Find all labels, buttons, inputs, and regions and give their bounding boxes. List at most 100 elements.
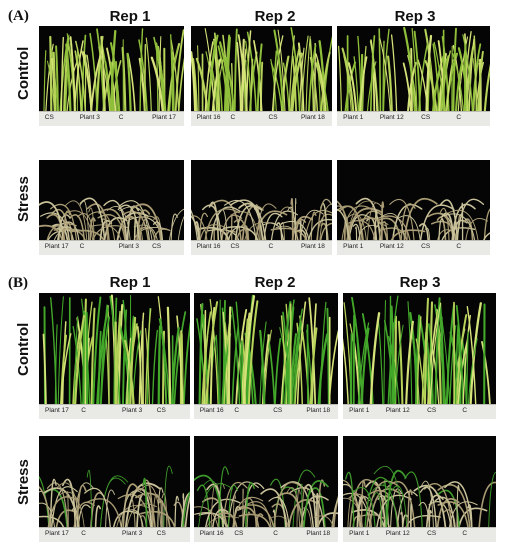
plant-leaf	[345, 471, 355, 528]
plant-leaf	[483, 208, 490, 241]
plant-leaf	[238, 513, 271, 528]
plant-label: C	[456, 114, 462, 121]
plant-leaf	[483, 63, 490, 113]
plant-leaf	[416, 316, 422, 405]
plant-leaf	[89, 32, 98, 112]
plant-leaf	[46, 222, 77, 241]
plant-leaf	[303, 480, 329, 528]
plant-label: Plant 3	[122, 530, 143, 537]
plant-leaf	[55, 45, 59, 112]
plant-leaf	[238, 202, 264, 241]
plant-leaf	[370, 39, 378, 112]
plant-leaf	[100, 477, 126, 528]
plant-leaf	[242, 295, 256, 406]
plant-leaf	[355, 226, 358, 241]
plant-leaf	[153, 228, 171, 241]
plant-label: CS	[230, 243, 240, 250]
plant-leaf	[310, 211, 317, 241]
plant-leaf	[163, 465, 173, 528]
plant-leaf	[390, 488, 403, 528]
plant-leaf	[343, 338, 349, 405]
plant-leaf	[92, 225, 128, 241]
plant-leaf	[92, 296, 102, 405]
plant-leaf	[296, 488, 301, 528]
plant-leaf	[39, 486, 52, 528]
plant-leaf	[96, 307, 109, 406]
plant-leaf	[158, 36, 162, 112]
plant-leaf	[423, 483, 453, 528]
plant-leaf	[481, 341, 491, 405]
plant-leaf	[466, 331, 469, 405]
plant-leaf	[238, 504, 275, 528]
plant-leaf	[456, 484, 460, 528]
plant-leaf	[446, 209, 479, 241]
plant-label: Plant 16	[199, 407, 224, 414]
plant-label: C	[118, 114, 124, 121]
plant-leaf	[326, 307, 330, 405]
plant-leaf	[217, 45, 229, 112]
plant-leaf	[246, 501, 272, 528]
plant-leaf	[267, 334, 276, 405]
plant-leaf	[488, 471, 496, 528]
plant-leaf	[478, 481, 496, 528]
plant-leaf	[245, 482, 255, 528]
label-board: Plant 1 Plant 12 CS C	[337, 111, 490, 126]
plant-label: Plant 16	[199, 530, 224, 537]
plant-leaf	[381, 213, 406, 241]
plant-leaf	[237, 506, 260, 528]
panel-a-label: (A)	[8, 8, 29, 24]
plant-leaf	[233, 28, 238, 112]
plant-leaf	[194, 511, 227, 528]
plant-leaf	[126, 503, 157, 528]
plant-label: Plant 1	[343, 114, 364, 121]
plant-leaf	[246, 511, 251, 528]
panel-a-control-label: Control	[15, 46, 32, 100]
plant-leaf	[229, 199, 267, 241]
plant-leaf	[115, 60, 118, 112]
plant-label: C	[462, 407, 468, 414]
plant-leaf	[412, 335, 417, 405]
plant-leaf	[409, 503, 413, 528]
plant-leaf	[271, 35, 284, 112]
plant-leaf	[135, 492, 171, 528]
photo-a-control-rep2: Plant 16 C CS Plant 18	[191, 26, 332, 126]
plant-label: Plant 18	[306, 530, 331, 537]
plant-label: C	[273, 530, 278, 537]
plant-leaf	[390, 34, 398, 112]
plant-leaf	[202, 497, 228, 528]
plant-leaf	[385, 469, 407, 528]
plant-leaf	[194, 506, 219, 528]
plant-leaf	[174, 495, 180, 528]
plant-leaf	[320, 222, 332, 241]
plant-leaf	[349, 333, 353, 406]
plant-leaf	[463, 218, 474, 241]
plant-leaf	[369, 35, 376, 112]
plant-leaf	[411, 27, 418, 112]
plant-leaf	[357, 224, 380, 241]
plant-leaf	[171, 51, 175, 112]
plant-leaf	[86, 203, 110, 241]
photo-b-control-rep1: Plant 17 C Plant 3 CS	[39, 293, 190, 419]
plant-leaf	[94, 505, 101, 528]
plant-leaf	[117, 204, 140, 241]
panel-b-rep-1-title: Rep 1	[109, 274, 151, 291]
plant-leaf	[84, 487, 111, 528]
plant-leaf	[157, 487, 164, 528]
plant-leaf	[43, 50, 47, 112]
plant-leaf	[436, 498, 460, 528]
plant-leaf	[183, 322, 190, 405]
plant-leaf	[49, 478, 57, 528]
plant-leaf	[232, 494, 237, 528]
plant-leaf	[182, 491, 190, 528]
plant-leaf	[138, 312, 145, 405]
plant-leaf	[116, 315, 122, 405]
plant-label: Plant 18	[300, 114, 325, 121]
plant-leaf	[468, 38, 475, 112]
plant-label: Plant 1	[349, 407, 370, 414]
plant-label: CS	[268, 114, 278, 121]
plant-leaf	[129, 316, 137, 406]
plant-leaf	[397, 320, 404, 406]
panel-b-label: (B)	[8, 275, 28, 291]
plant-leaf	[42, 333, 47, 405]
plant-label: Plant 17	[44, 243, 69, 250]
